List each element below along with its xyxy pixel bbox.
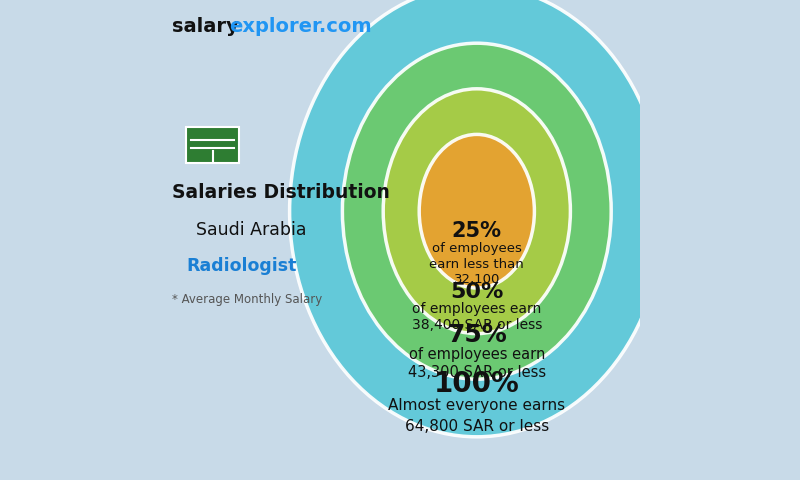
Text: 75%: 75% <box>447 323 506 347</box>
Text: earn less than: earn less than <box>430 257 524 271</box>
Text: 43,300 SAR or less: 43,300 SAR or less <box>408 365 546 380</box>
Text: Radiologist: Radiologist <box>186 257 297 276</box>
Text: Saudi Arabia: Saudi Arabia <box>196 221 306 240</box>
Text: salary: salary <box>172 17 238 36</box>
Text: 25%: 25% <box>452 221 502 241</box>
Text: explorer.com: explorer.com <box>230 17 372 36</box>
Text: of employees: of employees <box>432 242 522 255</box>
Ellipse shape <box>419 134 534 288</box>
Text: of employees earn: of employees earn <box>409 347 545 361</box>
Text: Salaries Distribution: Salaries Distribution <box>172 182 390 202</box>
Ellipse shape <box>342 43 611 379</box>
Ellipse shape <box>383 89 570 334</box>
Text: 50%: 50% <box>450 282 503 301</box>
Text: 100%: 100% <box>434 370 520 398</box>
Text: Almost everyone earns: Almost everyone earns <box>388 398 566 413</box>
Text: * Average Monthly Salary: * Average Monthly Salary <box>172 293 322 307</box>
Ellipse shape <box>290 0 664 437</box>
Text: 38,400 SAR or less: 38,400 SAR or less <box>412 318 542 332</box>
Text: 32,100: 32,100 <box>454 273 500 286</box>
Text: of employees earn: of employees earn <box>412 302 542 316</box>
FancyBboxPatch shape <box>186 127 239 163</box>
Text: 64,800 SAR or less: 64,800 SAR or less <box>405 419 549 434</box>
